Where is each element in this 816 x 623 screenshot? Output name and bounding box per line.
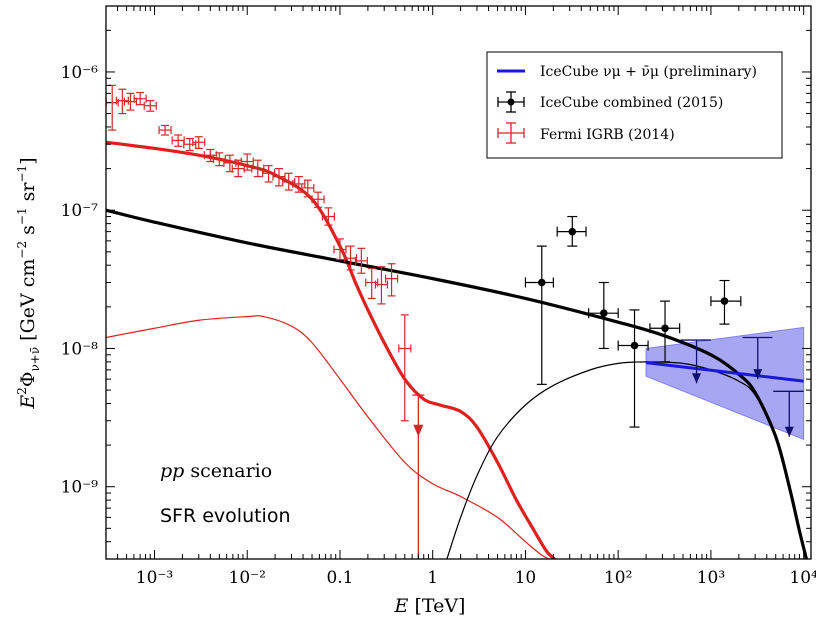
icecube-marker (537, 278, 546, 287)
fermi-point (272, 167, 286, 187)
y-tick-label: 10⁻⁶ (61, 63, 99, 83)
x-tick-label: 10 (515, 568, 537, 588)
legend-fermi-swatch (497, 122, 525, 144)
icecube-ul-arrow (784, 426, 794, 437)
icecube-marker (630, 341, 639, 350)
x-axis-label: E [TeV] (394, 595, 466, 617)
axes: 10⁻³ 10⁻² 0.1 1 10 10² 10³ 10⁴ 10⁻⁹ 10⁻⁸ 10⁻⁷ 10⁻⁶ (61, 5, 816, 588)
curve-red-thin (106, 315, 551, 559)
fermi-point (171, 134, 185, 147)
fermi-point (251, 159, 265, 178)
x-tick-label: 1 (427, 568, 438, 588)
fermi-point (192, 136, 206, 149)
legend-icecube-combined-swatch (497, 91, 525, 113)
fermi-point (143, 100, 157, 112)
fermi-point (374, 266, 389, 305)
annotation-sfr-evolution: SFR evolution (160, 505, 291, 527)
legend-label-icecube-numu: IceCube νμ + ν̄μ (preliminary) (540, 64, 757, 80)
plot-data-layer (106, 84, 809, 559)
fermi-point (292, 176, 306, 193)
fermi-point (384, 263, 399, 297)
fermi-point (333, 238, 347, 261)
icecube-point (710, 279, 742, 325)
fermi-point (301, 179, 315, 198)
x-tick-label: 10² (604, 568, 632, 588)
legend: IceCube νμ + ν̄μ (preliminary) IceCube c… (486, 51, 783, 159)
icecube-point (588, 281, 619, 350)
icecube-point (649, 300, 681, 363)
annotation-pp-scenario: pp scenario (160, 460, 272, 482)
fermi-point (106, 84, 119, 131)
fermi-upper-limit-arrow (413, 424, 424, 437)
fermi-point (398, 314, 412, 422)
y-tick-label: 10⁻⁷ (61, 201, 99, 221)
icecube-upper-limit (742, 336, 773, 380)
x-tick-label: 10³ (697, 568, 725, 588)
fermi-point (133, 91, 147, 106)
fermi-point (354, 247, 368, 274)
icecube-fit-line (645, 361, 804, 383)
icecube-point (556, 215, 587, 247)
plot-frame (105, 5, 812, 560)
fermi-point (115, 88, 129, 115)
y-tick-label: 10⁻⁸ (61, 339, 99, 359)
x-tick-label: 10⁻³ (136, 568, 173, 588)
fermi-point (365, 267, 379, 300)
fermi-point (321, 207, 335, 226)
fermi-point (311, 191, 325, 208)
icecube-upper-limit (680, 339, 711, 384)
x-tick-label: 10⁴ (789, 568, 816, 588)
icecube-band (645, 326, 805, 441)
fermi-point (183, 137, 197, 152)
fermi-point (240, 153, 254, 171)
icecube-marker (600, 309, 608, 317)
y-axis-label: E2Φν+ν̄ [GeV cm−2 s−1 sr−1] (15, 157, 42, 409)
x-tick-label: 0.1 (326, 568, 353, 588)
icecube-marker (661, 324, 669, 333)
icecube-ul-arrow (692, 373, 702, 384)
curve-red-thick (106, 140, 558, 559)
legend-label-fermi: Fermi IGRB (2014) (540, 127, 675, 143)
curve-black-thin (446, 361, 808, 559)
legend-box (486, 51, 783, 159)
x-tick-label: 10⁻² (229, 568, 266, 588)
icecube-point (524, 245, 554, 385)
y-tick-label: 10⁻⁹ (61, 478, 99, 498)
fermi-point (262, 165, 276, 183)
icecube-point (617, 309, 649, 428)
icecube-upper-limit (773, 390, 804, 437)
fermi-point (158, 124, 172, 136)
icecube-ul-arrow (753, 369, 763, 380)
legend-label-icecube-combined: IceCube combined (2015) (540, 95, 723, 111)
icecube-marker (568, 227, 577, 236)
icecube-marker (720, 297, 729, 305)
fermi-point (343, 245, 358, 271)
